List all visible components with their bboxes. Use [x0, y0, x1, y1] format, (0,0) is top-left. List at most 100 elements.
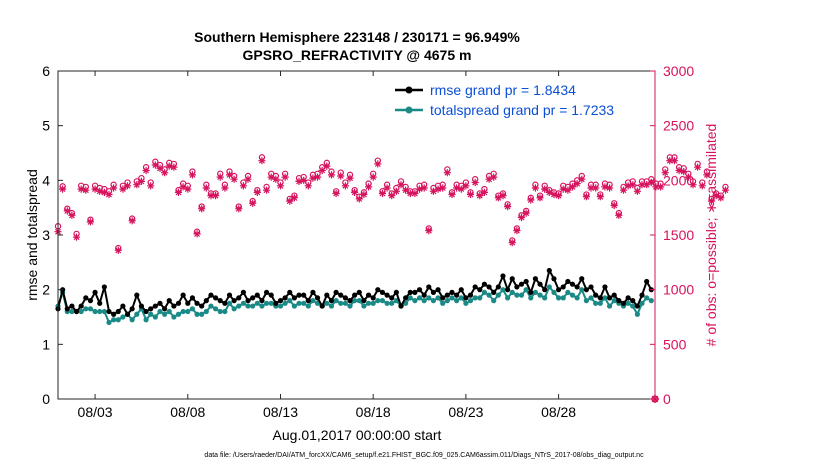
assimilated-obs-point — [453, 184, 461, 192]
assimilated-obs-point — [365, 183, 373, 191]
rmse-point — [226, 292, 233, 298]
spread-point — [491, 298, 497, 304]
spread-point — [514, 292, 520, 298]
rmse-point — [440, 295, 446, 301]
assimilated-obs-point — [281, 173, 289, 181]
legend-spread-label: totalspread grand pr = 1.7233 — [430, 102, 614, 118]
spread-point — [310, 298, 316, 304]
assimilated-obs-point — [63, 207, 71, 215]
spread-point — [180, 308, 186, 315]
rmse-point — [291, 295, 297, 301]
rmse-point — [171, 303, 177, 309]
assimilated-obs-point — [541, 185, 549, 193]
spread-point — [240, 300, 247, 306]
assimilated-obs-point — [188, 171, 196, 179]
assimilated-obs-point — [235, 205, 243, 213]
spread-point — [203, 308, 209, 315]
spread-point — [347, 303, 353, 309]
rmse-point — [625, 295, 631, 301]
spread-point — [352, 298, 358, 304]
legend-spread-marker — [405, 106, 413, 114]
rmse-point — [305, 298, 311, 304]
rmse-point — [134, 292, 140, 298]
assimilated-obs-point — [661, 169, 669, 177]
spread-point — [537, 292, 543, 298]
chart-title: Southern Hemisphere 223148 / 230171 = 96… — [194, 29, 520, 45]
rmse-point — [78, 303, 84, 309]
rmse-point — [217, 298, 223, 304]
spread-point — [523, 287, 529, 293]
spread-point — [505, 295, 511, 301]
spread-point — [236, 303, 242, 309]
assimilated-obs-point — [610, 201, 618, 210]
assimilated-obs-point — [105, 190, 113, 199]
assimilated-obs-point — [494, 194, 502, 202]
rmse-point — [505, 287, 511, 293]
rmse-point — [203, 298, 209, 304]
assimilated-obs-point — [360, 190, 368, 199]
y-tick-label: 1 — [42, 336, 50, 352]
spread-point — [166, 308, 172, 315]
spread-point — [245, 303, 251, 309]
spread-point — [606, 303, 613, 309]
assimilated-obs-point — [596, 193, 604, 201]
assimilated-obs-point — [694, 163, 702, 171]
assimilated-obs-point — [633, 187, 641, 195]
assimilated-obs-point — [207, 192, 215, 200]
assimilated-obs-point — [707, 197, 716, 205]
assimilated-obs-point — [466, 190, 475, 199]
spread-point — [254, 300, 260, 306]
spread-point — [208, 303, 214, 309]
rmse-point — [157, 300, 163, 306]
assimilated-obs-point — [666, 157, 674, 165]
assimilated-obs-point — [434, 185, 442, 193]
rmse-point — [342, 295, 348, 301]
rmse-point — [115, 308, 121, 315]
rmse-point — [611, 292, 617, 298]
assimilated-obs-point — [253, 188, 261, 196]
assimilated-obs-point — [517, 213, 526, 222]
rmse-point — [379, 289, 386, 295]
spread-point — [644, 295, 650, 301]
rmse-point — [588, 284, 594, 290]
spread-point — [134, 311, 140, 317]
assimilated-obs-point — [592, 184, 600, 192]
assimilated-obs-point — [119, 185, 127, 193]
rmse-point — [630, 298, 636, 304]
rmse-point — [393, 289, 399, 295]
spread-point — [648, 298, 654, 304]
spread-point — [560, 295, 566, 301]
assimilated-obs-point — [91, 185, 99, 193]
assimilated-obs-point — [513, 227, 521, 235]
spread-point — [551, 289, 557, 295]
assimilated-obs-point — [68, 211, 76, 219]
assimilated-obs-point — [300, 176, 308, 184]
rmse-point — [277, 298, 284, 304]
assimilated-obs-point — [369, 173, 377, 181]
assimilated-obs-point — [601, 183, 609, 191]
spread-point — [426, 295, 432, 301]
spread-point — [101, 308, 107, 315]
spread-point — [416, 295, 423, 301]
rmse-point — [365, 292, 372, 298]
spread-point — [630, 303, 636, 309]
spread-point — [97, 308, 103, 315]
spread-point — [259, 303, 265, 309]
assimilated-obs-point — [582, 193, 590, 201]
spread-point — [143, 317, 149, 323]
spread-point — [120, 314, 126, 320]
spread-point — [393, 298, 399, 304]
assimilated-obs-point — [629, 181, 637, 189]
spread-point — [412, 298, 418, 304]
spread-point — [171, 314, 177, 320]
spread-point — [565, 289, 571, 295]
assimilated-obs-point — [378, 189, 387, 198]
spread-point — [583, 298, 590, 304]
assimilated-obs-point — [86, 218, 94, 226]
y-tick-label: 4 — [42, 172, 50, 188]
assimilated-obs-point — [573, 180, 581, 188]
spread-point — [231, 306, 237, 312]
assimilated-obs-point — [249, 199, 257, 207]
assimilated-obs-point — [100, 188, 108, 196]
rmse-point — [574, 284, 580, 290]
